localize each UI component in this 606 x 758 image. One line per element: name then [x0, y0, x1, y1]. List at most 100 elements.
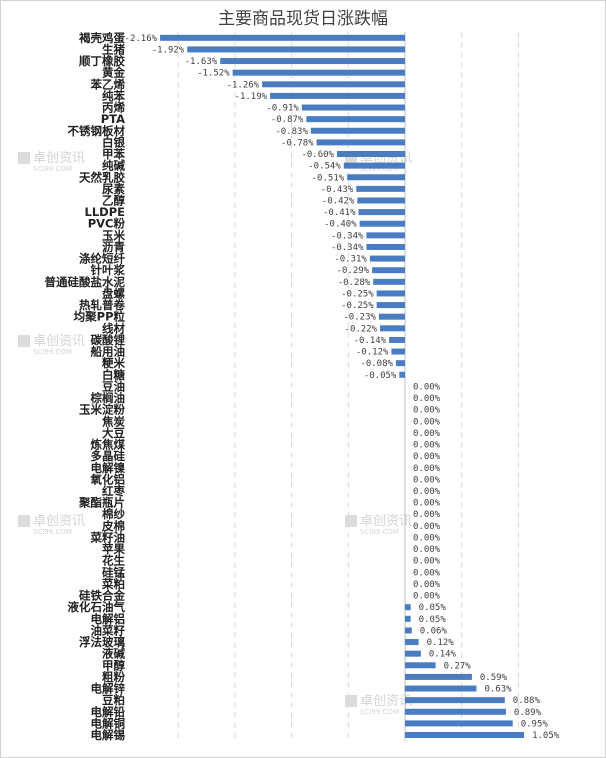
- category-label: 聚酯瓶片: [78, 496, 125, 510]
- watermark-site: SCI99.COM: [33, 165, 72, 173]
- value-label: -0.78%: [281, 138, 314, 148]
- value-label: 0.00%: [413, 475, 441, 485]
- value-label: 0.27%: [444, 661, 472, 671]
- bar: [306, 116, 405, 123]
- category-label: LLDPE: [85, 205, 126, 219]
- bar: [347, 174, 405, 181]
- value-label: -2.16%: [125, 34, 158, 44]
- watermark-site: SCI99.COM: [360, 708, 399, 716]
- bar: [262, 81, 405, 88]
- bar: [357, 197, 405, 204]
- value-label: -0.40%: [324, 220, 357, 230]
- bar: [372, 267, 405, 274]
- bar: [405, 685, 477, 692]
- category-label: 液化石油气: [68, 600, 126, 614]
- value-label: -0.14%: [354, 336, 387, 346]
- bar: [376, 302, 405, 309]
- category-label: 普通硅酸盐水泥: [45, 275, 126, 289]
- category-label: 菜粕: [101, 577, 125, 591]
- watermark-logo: [18, 152, 30, 164]
- value-label: -0.60%: [301, 150, 334, 160]
- category-label: 涤纶短纤: [79, 252, 125, 266]
- value-label: 0.00%: [413, 487, 441, 497]
- value-label: -0.25%: [341, 301, 374, 311]
- category-label: 电解铅: [91, 705, 126, 719]
- value-label: -0.41%: [323, 208, 356, 218]
- category-label: 丙烯: [102, 101, 125, 115]
- category-label: PVC粉: [88, 217, 126, 231]
- value-label: -0.08%: [360, 359, 393, 369]
- bar: [405, 604, 411, 611]
- value-label: -0.22%: [345, 324, 378, 334]
- value-label: -1.26%: [227, 80, 260, 90]
- value-label: 0.00%: [413, 592, 441, 602]
- category-label: 多晶硅: [91, 449, 126, 463]
- watermark-site: SCI99.COM: [33, 528, 72, 536]
- bar: [301, 104, 405, 111]
- category-label: 豆油: [102, 379, 125, 393]
- value-label: 0.95%: [521, 719, 549, 729]
- category-label: 焦炭: [101, 414, 125, 428]
- value-label: 0.00%: [413, 545, 441, 555]
- category-label: 电解铜: [91, 716, 126, 730]
- value-label: 0.14%: [429, 650, 457, 660]
- category-label: 电解锡: [91, 728, 126, 742]
- value-label: -0.34%: [331, 231, 364, 241]
- category-label: 炼焦煤: [91, 438, 126, 452]
- bar: [405, 673, 472, 680]
- value-label: -0.29%: [337, 266, 370, 276]
- value-label: 0.00%: [413, 382, 441, 392]
- category-label: 红枣: [102, 484, 125, 498]
- watermark-logo: [18, 515, 30, 527]
- category-label: 电解锌: [91, 682, 126, 696]
- value-label: -0.31%: [334, 255, 367, 265]
- bar: [405, 662, 436, 669]
- value-label: 0.00%: [413, 533, 441, 543]
- category-label: 苹果: [102, 542, 125, 556]
- value-label: -1.63%: [185, 57, 218, 67]
- category-label: 苯乙烯: [90, 77, 126, 91]
- bars: [160, 34, 525, 739]
- value-label: -0.42%: [322, 196, 355, 206]
- category-label: 纯苯: [102, 89, 125, 103]
- category-label: 纯碱: [102, 159, 125, 173]
- category-label: 线材: [102, 321, 125, 335]
- category-label: 白银: [102, 135, 125, 149]
- category-label: 电解镍: [91, 461, 126, 475]
- bar: [380, 325, 405, 332]
- value-label: -0.51%: [312, 173, 345, 183]
- bar: [391, 348, 405, 355]
- category-label: 棕榈油: [90, 391, 126, 405]
- value-label: 0.05%: [419, 615, 447, 625]
- value-label: -0.43%: [321, 185, 354, 195]
- value-label: 0.63%: [484, 685, 512, 695]
- watermark-logo: [345, 695, 357, 707]
- category-label: 液碱: [102, 647, 125, 661]
- bar: [187, 46, 405, 53]
- category-label: 针叶浆: [91, 263, 126, 277]
- bar: [359, 220, 405, 227]
- bar: [358, 209, 405, 216]
- bar: [405, 639, 419, 646]
- bar: [366, 232, 405, 239]
- bar: [405, 697, 505, 704]
- category-label: 尿素: [102, 182, 125, 196]
- category-label: 船用油: [91, 345, 126, 359]
- category-label: 甲苯: [102, 147, 125, 161]
- value-label: -0.87%: [271, 115, 304, 125]
- category-label: 白糖: [102, 368, 125, 382]
- bar: [369, 255, 405, 262]
- category-label: 顺丁橡胶: [79, 54, 125, 68]
- value-label: -0.28%: [338, 278, 371, 288]
- value-label: 0.00%: [413, 441, 441, 451]
- value-label: 0.00%: [413, 522, 441, 532]
- category-label: 天然乳胶: [79, 170, 125, 184]
- category-label: 油菜籽: [91, 623, 126, 637]
- category-label: 玉米淀粉: [79, 403, 125, 417]
- value-label: 0.06%: [420, 626, 448, 636]
- value-label: -0.12%: [356, 348, 389, 358]
- watermark-logo: [18, 335, 30, 347]
